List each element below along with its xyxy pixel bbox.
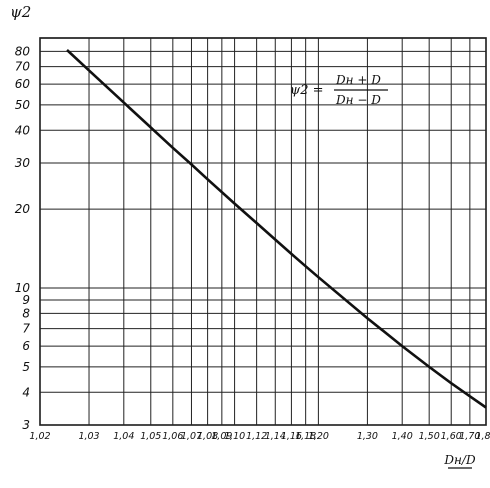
x-tick-label: 1,70 [459, 431, 480, 442]
x-tick-label: 1,40 [392, 431, 413, 442]
x-tick-label: 1,09 [211, 431, 232, 442]
x-tick-label: 1,04 [113, 431, 134, 442]
x-tick-label: 1,16 [281, 431, 302, 442]
x-tick-label: 1,18 [295, 431, 316, 442]
y-tick-label: 8 [22, 306, 30, 320]
x-axis-label-text: Dн/D [443, 453, 476, 467]
y-tick-label: 30 [15, 156, 31, 170]
y-tick-label: 70 [15, 60, 31, 74]
x-tick-label: 1,20 [308, 431, 329, 442]
y-tick-label: 20 [15, 202, 31, 216]
x-tick-label: 1,02 [29, 431, 50, 442]
y-tick-label: 10 [15, 281, 31, 295]
y-tick-label: 9 [22, 293, 30, 307]
formula-numerator: Dн + D [335, 73, 381, 87]
y-tick-label: 40 [15, 123, 31, 137]
x-tick-label: 1,07 [181, 431, 202, 442]
x-tick-label: 1,06 [162, 431, 183, 442]
y-axis-label: ψ2 [10, 3, 31, 21]
y-tick-label: 5 [22, 360, 30, 374]
data-curve [66, 49, 487, 409]
y-tick-label: 7 [22, 322, 30, 336]
x-tick-label: 1,60 [441, 431, 462, 442]
x-axis-label: Dн/D [443, 453, 476, 469]
x-tick-label: 1,50 [419, 431, 440, 442]
x-tick-label: 1,14 [265, 431, 286, 442]
x-tick-label: 1,08 [197, 431, 218, 442]
formula-annotation: ψ2 = Dн + D Dн − D [290, 73, 388, 107]
y-tick-label: 4 [22, 385, 30, 399]
x-tick-labels: 1,02 1,03 1,04 1,05 1,061,071,081,091,10 1,12… [29, 431, 490, 442]
formula-denominator: Dн − D [335, 93, 381, 107]
x-tick-label: 1,03 [78, 431, 99, 442]
formula-lhs: ψ2 = [290, 83, 324, 98]
y-tick-label: 80 [15, 44, 31, 58]
x-tick-label: 1,10 [224, 431, 245, 442]
y-tick-label: 6 [22, 339, 30, 353]
y-tick-label: 3 [22, 418, 30, 432]
grid [39, 37, 487, 426]
x-tick-label: 1,05 [140, 431, 161, 442]
y-tick-label: 60 [15, 77, 31, 91]
x-tick-label: 1,80 [475, 431, 490, 442]
x-tick-label: 1,30 [357, 431, 378, 442]
x-tick-label: 1,12 [246, 431, 267, 442]
y-tick-label: 50 [15, 98, 31, 112]
